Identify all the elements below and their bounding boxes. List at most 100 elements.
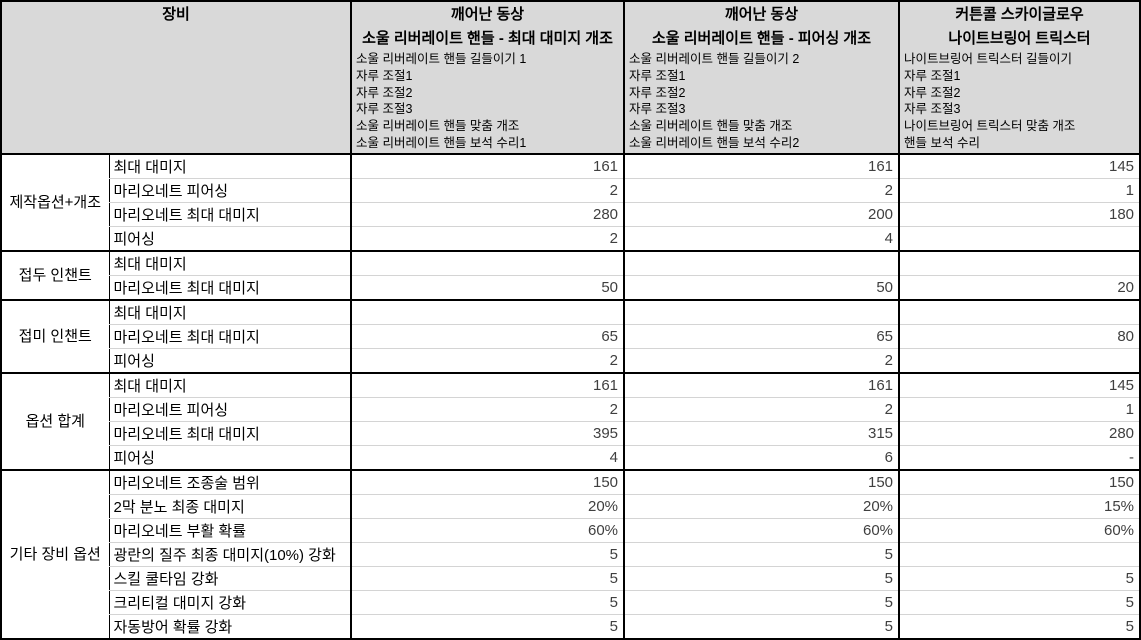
column-1-detail: 자루 조절2	[356, 85, 413, 100]
value-cell: 60%	[898, 518, 1141, 543]
value-cell: 4	[623, 226, 900, 252]
value-cell: 5	[350, 566, 625, 591]
table-row: 기타 장비 옵션 마리오네트 조종술 범위 150 150 150	[1, 468, 1141, 640]
value-cell: 4	[350, 445, 625, 471]
stat-label-cell: 마리오네트 부활 확률	[108, 518, 352, 543]
table-row: 마리오네트 최대 대미지 50 50 20	[1, 275, 1141, 301]
corner-header-equipment: 장비	[1, 1, 352, 155]
value-cell: 15%	[898, 494, 1141, 519]
value-cell: 2	[350, 226, 625, 252]
column-2-detail: 소울 리버레이트 핸들 길들이기 2	[629, 52, 800, 66]
table-row: 마리오네트 최대 대미지 280 200 180	[1, 202, 1141, 227]
value-cell: 80	[898, 324, 1141, 349]
table-row: 크리티컬 대미지 강화 5 5 5	[1, 590, 1141, 615]
value-cell: 50	[350, 275, 625, 301]
table-row: 제작옵션+개조 최대 대미지 161 161 145	[1, 152, 1141, 252]
stat-label-cell: 마리오네트 최대 대미지	[108, 324, 352, 349]
stat-label-cell: 최대 대미지	[108, 249, 352, 276]
value-cell: 1	[898, 397, 1141, 422]
column-3-detail: 나이트브링어 트릭스터 맞춤 개조	[904, 119, 1076, 134]
column-2-title-line2: 소울 리버레이트 핸들 - 피어싱 개조	[651, 30, 872, 47]
column-2-detail: 소울 리버레이트 핸들 보석 수리2	[629, 135, 800, 150]
value-cell: 5	[623, 566, 900, 591]
stat-label-cell: 최대 대미지	[108, 371, 352, 398]
column-1-title-line2: 소울 리버레이트 핸들 - 최대 대미지 개조	[362, 30, 613, 47]
table-row: 스킬 쿨타임 강화 5 5 5	[1, 566, 1141, 591]
table-row: 마리오네트 부활 확률 60% 60% 60%	[1, 518, 1141, 543]
table-row: 접미 인챈트 최대 대미지	[1, 298, 1141, 374]
column-3-title-line1: 커튼콜 스카이글로우	[955, 6, 1084, 23]
value-cell: 20	[898, 275, 1141, 301]
value-cell: 161	[350, 152, 625, 179]
value-cell: 180	[898, 202, 1141, 227]
group-label-option-total: 옵션 합계	[1, 371, 109, 471]
table-row: 피어싱 4 6 -	[1, 445, 1141, 471]
table-row: 옵션 합계 최대 대미지 161 161 145	[1, 371, 1141, 471]
stat-label-cell: 마리오네트 피어싱	[108, 397, 352, 422]
value-cell	[623, 298, 900, 325]
value-cell: 5	[623, 590, 900, 615]
value-cell	[898, 249, 1141, 276]
stat-label-cell: 마리오네트 최대 대미지	[108, 421, 352, 446]
column-2-detail: 자루 조절3	[629, 102, 686, 117]
table-row: 마리오네트 최대 대미지 395 315 280	[1, 421, 1141, 446]
column-3-detail: 자루 조절1	[904, 68, 961, 83]
value-cell: -	[898, 445, 1141, 471]
value-cell: 315	[623, 421, 900, 446]
value-cell: 65	[623, 324, 900, 349]
value-cell: 200	[623, 202, 900, 227]
header-row: 장비 깨어난 동상 소울 리버레이트 핸들 - 최대 대미지 개조 소울 리버레…	[1, 1, 1141, 155]
value-cell	[898, 298, 1141, 325]
value-cell: 5	[898, 590, 1141, 615]
value-cell: 2	[623, 348, 900, 374]
value-cell: 2	[350, 178, 625, 203]
column-header-3: 커튼콜 스카이글로우 나이트브링어 트릭스터 나이트브링어 트릭스터 길들이기 …	[898, 1, 1141, 155]
value-cell: 161	[350, 371, 625, 398]
column-3-detail: 자루 조절2	[904, 85, 961, 100]
table-row: 마리오네트 피어싱 2 2 1	[1, 397, 1141, 422]
stat-label-cell: 피어싱	[108, 348, 352, 374]
stat-label-cell: 최대 대미지	[108, 298, 352, 325]
stat-label-cell: 최대 대미지	[108, 152, 352, 179]
table-row: 자동방어 확률 강화 5 5 5	[1, 614, 1141, 640]
value-cell: 65	[350, 324, 625, 349]
column-header-1: 깨어난 동상 소울 리버레이트 핸들 - 최대 대미지 개조 소울 리버레이트 …	[350, 1, 625, 155]
value-cell	[898, 542, 1141, 567]
stat-label-cell: 크리티컬 대미지 강화	[108, 590, 352, 615]
table-row: 광란의 질주 최종 대미지(10%) 강화 5 5	[1, 542, 1141, 567]
column-2-detail: 자루 조절2	[629, 85, 686, 100]
value-cell	[350, 298, 625, 325]
column-header-2: 깨어난 동상 소울 리버레이트 핸들 - 피어싱 개조 소울 리버레이트 핸들 …	[623, 1, 900, 155]
value-cell: 60%	[350, 518, 625, 543]
table-row: 마리오네트 최대 대미지 65 65 80	[1, 324, 1141, 349]
group-label-suffix-enchant: 접미 인챈트	[1, 298, 109, 374]
stat-label-cell: 피어싱	[108, 445, 352, 471]
column-3-title-line2: 나이트브링어 트릭스터	[948, 30, 1091, 47]
value-cell: 20%	[350, 494, 625, 519]
stat-label-cell: 광란의 질주 최종 대미지(10%) 강화	[108, 542, 352, 567]
table-row: 접두 인챈트 최대 대미지	[1, 249, 1141, 301]
value-cell: 5	[898, 566, 1141, 591]
column-1-detail: 소울 리버레이트 핸들 맞춤 개조	[356, 119, 520, 134]
value-cell: 5	[350, 614, 625, 640]
value-cell: 5	[350, 542, 625, 567]
value-cell: 6	[623, 445, 900, 471]
value-cell: 150	[898, 468, 1141, 495]
value-cell: 280	[898, 421, 1141, 446]
column-3-detail: 자루 조절3	[904, 102, 961, 117]
table-row: 피어싱 2 2	[1, 348, 1141, 374]
column-1-detail: 소울 리버레이트 핸들 보석 수리1	[356, 135, 527, 150]
stat-label-cell: 자동방어 확률 강화	[108, 614, 352, 640]
value-cell: 395	[350, 421, 625, 446]
column-1-detail: 자루 조절1	[356, 68, 413, 83]
value-cell: 280	[350, 202, 625, 227]
value-cell	[623, 249, 900, 276]
table-row: 2막 분노 최종 대미지 20% 20% 15%	[1, 494, 1141, 519]
column-1-detail: 자루 조절3	[356, 102, 413, 117]
column-1-detail: 소울 리버레이트 핸들 길들이기 1	[356, 52, 527, 66]
column-2-detail: 자루 조절1	[629, 68, 686, 83]
column-3-detail: 핸들 보석 수리	[904, 135, 980, 150]
value-cell: 2	[623, 397, 900, 422]
stat-label-cell: 피어싱	[108, 226, 352, 252]
